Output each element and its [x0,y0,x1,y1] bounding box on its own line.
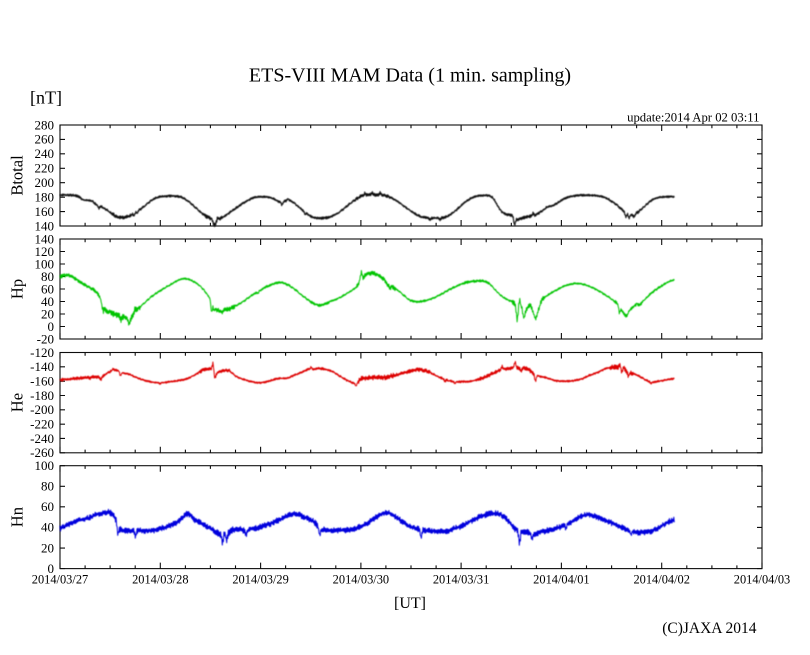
svg-text:2014/04/02: 2014/04/02 [633,573,689,587]
svg-text:-180: -180 [30,388,54,403]
svg-text:-20: -20 [37,331,54,346]
svg-text:-120: -120 [30,345,54,360]
svg-text:260: 260 [35,132,55,147]
svg-text:0: 0 [48,319,55,334]
svg-text:80: 80 [41,479,54,494]
svg-text:200: 200 [35,175,55,190]
svg-text:-220: -220 [30,416,54,431]
svg-text:280: 280 [35,117,55,132]
svg-text:140: 140 [35,218,55,233]
svg-text:2014/04/03: 2014/04/03 [734,573,790,587]
svg-text:240: 240 [35,146,55,161]
svg-text:ETS-VIII MAM Data (1 min. samp: ETS-VIII MAM Data (1 min. sampling) [249,65,571,87]
svg-text:-140: -140 [30,359,54,374]
svg-text:100: 100 [35,458,55,473]
svg-text:-240: -240 [30,431,54,446]
svg-text:2014/03/28: 2014/03/28 [132,573,188,587]
svg-text:2014/04/01: 2014/04/01 [533,573,589,587]
svg-text:2014/03/30: 2014/03/30 [333,573,389,587]
svg-text:0: 0 [48,561,55,576]
svg-text:He: He [8,393,27,412]
svg-text:(C)JAXA 2014: (C)JAXA 2014 [662,620,757,637]
svg-text:Btotal: Btotal [8,155,27,196]
svg-text:40: 40 [41,520,54,535]
svg-text:update:2014 Apr 02 03:11: update:2014 Apr 02 03:11 [627,111,759,125]
svg-text:160: 160 [35,204,55,219]
svg-text:2014/03/29: 2014/03/29 [232,573,288,587]
svg-text:Hn: Hn [8,507,27,527]
svg-text:100: 100 [35,256,55,271]
svg-text:[nT]: [nT] [30,88,62,108]
svg-text:120: 120 [35,244,55,259]
svg-text:60: 60 [41,281,54,296]
svg-text:80: 80 [41,269,54,284]
svg-text:-160: -160 [30,374,54,389]
svg-text:60: 60 [41,499,54,514]
svg-text:220: 220 [35,161,55,176]
svg-text:40: 40 [41,294,54,309]
svg-text:Hp: Hp [8,279,27,299]
svg-text:2014/03/31: 2014/03/31 [433,573,489,587]
svg-text:[UT]: [UT] [394,595,426,612]
svg-text:-260: -260 [30,445,54,460]
svg-text:20: 20 [41,540,54,555]
svg-text:2014/03/27: 2014/03/27 [32,573,88,587]
svg-text:140: 140 [35,231,55,246]
svg-text:20: 20 [41,306,54,321]
svg-text:-200: -200 [30,402,54,417]
svg-text:180: 180 [35,189,55,204]
